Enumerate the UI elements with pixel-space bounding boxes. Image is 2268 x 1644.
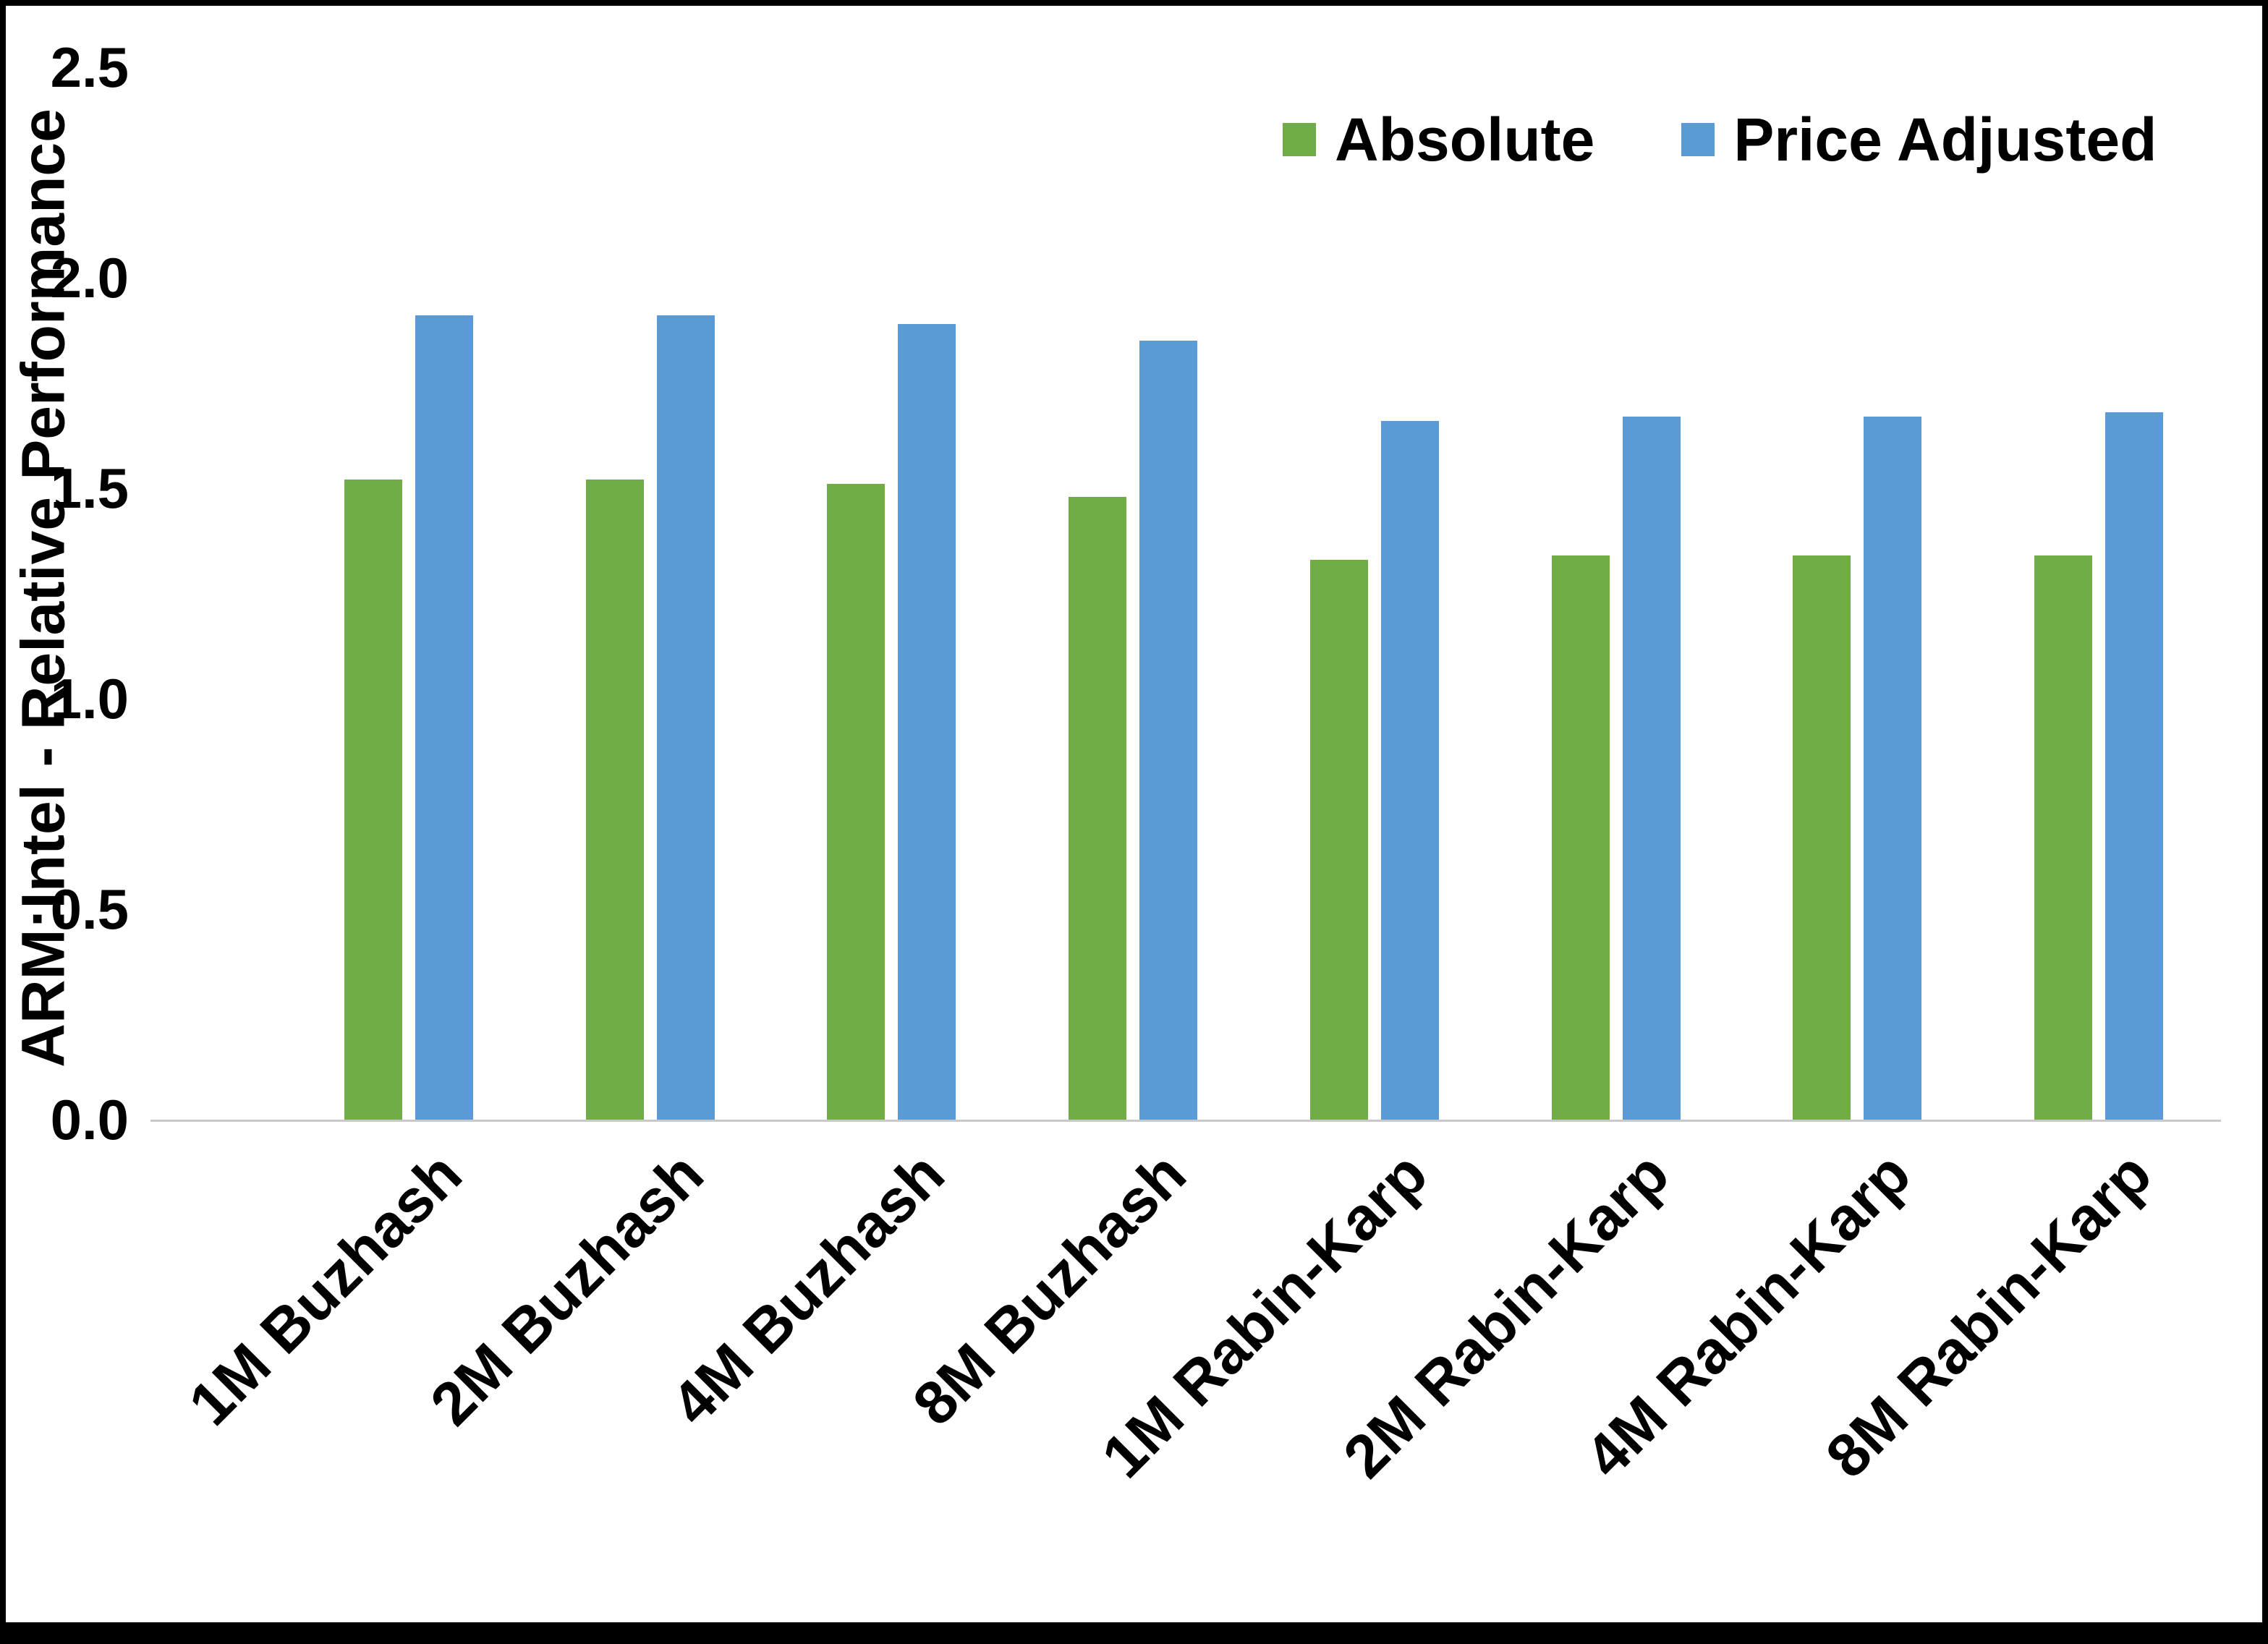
y-tick-label: 0.0 bbox=[50, 1088, 129, 1151]
legend-item: Absolute bbox=[1283, 109, 1594, 170]
bar-price-adjusted bbox=[656, 315, 715, 1120]
bar-price-adjusted bbox=[1139, 341, 1198, 1120]
y-tick-label: 1.5 bbox=[50, 456, 129, 520]
bar-price-adjusted bbox=[1864, 417, 1922, 1120]
bar-group bbox=[530, 67, 771, 1120]
bar-price-adjusted bbox=[1380, 420, 1439, 1120]
y-axis-tick-labels: 0.0 0.5 1.0 1.5 2.0 2.5 bbox=[6, 39, 129, 1148]
bar-absolute bbox=[1069, 496, 1127, 1120]
y-tick-label: 0.5 bbox=[50, 877, 129, 941]
bar-group bbox=[771, 67, 1013, 1120]
bar-group bbox=[288, 67, 530, 1120]
legend-label: Absolute bbox=[1335, 106, 1595, 174]
bar-absolute bbox=[1309, 559, 1368, 1120]
legend-swatch-icon bbox=[1681, 123, 1715, 156]
bar-absolute bbox=[2034, 555, 2093, 1120]
bar-absolute bbox=[344, 480, 402, 1120]
bar-group bbox=[1495, 67, 1737, 1120]
bar-group bbox=[1012, 67, 1254, 1120]
bar-absolute bbox=[827, 484, 885, 1120]
y-tick-label: 2.0 bbox=[50, 246, 129, 310]
legend-swatch-icon bbox=[1283, 123, 1316, 156]
bar-group bbox=[1254, 67, 1495, 1120]
legend-label: Price Adjusted bbox=[1733, 106, 2157, 174]
bar-absolute bbox=[585, 480, 644, 1120]
bar-price-adjusted bbox=[1622, 417, 1681, 1120]
y-tick-label: 2.5 bbox=[50, 35, 129, 99]
bar-price-adjusted bbox=[2105, 412, 2164, 1120]
y-tick-label: 1.0 bbox=[50, 667, 129, 731]
plot-area bbox=[288, 67, 2220, 1120]
bar-price-adjusted bbox=[415, 315, 473, 1120]
bar-group bbox=[1737, 67, 1979, 1120]
legend-item: Price Adjusted bbox=[1681, 109, 2157, 170]
bar-price-adjusted bbox=[898, 324, 956, 1120]
x-axis-line bbox=[150, 1120, 2221, 1122]
legend: Absolute Price Adjusted bbox=[1283, 109, 2157, 170]
bar-group bbox=[1978, 67, 2220, 1120]
bar-absolute bbox=[1551, 555, 1610, 1120]
bar-absolute bbox=[1793, 555, 1851, 1120]
x-axis-category-labels: 1M Buzhash 2M Buzhash 4M Buzhash 8M Buzhash… bbox=[6, 1139, 2262, 1588]
